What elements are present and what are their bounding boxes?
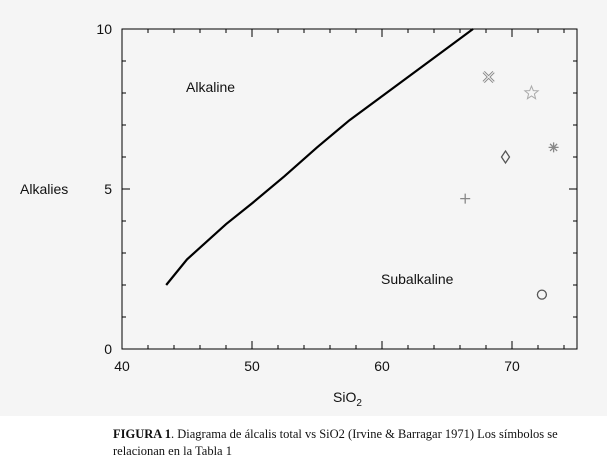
x-axis-title-main: SiO [333, 389, 356, 405]
x-tick-label: 50 [244, 358, 260, 374]
alkaline-subalkaline-boundary [165, 28, 474, 286]
figure-panel: 40 50 60 70 0 5 10 Alkaline Subalkaline Alkal… [20, 21, 578, 409]
x-tick-label: 70 [504, 358, 520, 374]
axis-ticks [121, 28, 577, 350]
y-tick-labels: 0 5 10 [96, 21, 112, 357]
point-diamond [500, 149, 511, 165]
x-tick-label: 40 [114, 358, 130, 374]
figure-caption: FIGURA 1. Diagrama de álcalis total vs S… [113, 426, 593, 460]
point-asterisk [548, 142, 559, 153]
region-label-alkaline: Alkaline [186, 79, 235, 95]
point-plus [460, 193, 471, 204]
y-axis-title: Alkalies [20, 181, 68, 197]
y-tick-label: 5 [104, 181, 112, 197]
caption-text: . Diagrama de álcalis total vs SiO2 (Irv… [113, 427, 558, 458]
x-tick-label: 60 [374, 358, 390, 374]
point-star [523, 84, 540, 100]
x-tick-labels: 40 50 60 70 [114, 358, 520, 374]
data-points [460, 70, 559, 300]
point-circle [536, 289, 548, 300]
plot-frame [121, 28, 578, 350]
point-x-cross [482, 70, 495, 84]
caption-label: FIGURA 1 [113, 427, 171, 441]
x-axis-title-subscript: 2 [356, 398, 362, 409]
x-axis-title: SiO2 [333, 389, 362, 409]
region-label-subalkaline: Subalkaline [381, 271, 454, 287]
y-tick-label: 0 [104, 341, 112, 357]
y-tick-label: 10 [96, 21, 112, 37]
tas-chart: 40 50 60 70 0 5 10 Alkaline Subalkaline Alkal… [20, 21, 578, 409]
